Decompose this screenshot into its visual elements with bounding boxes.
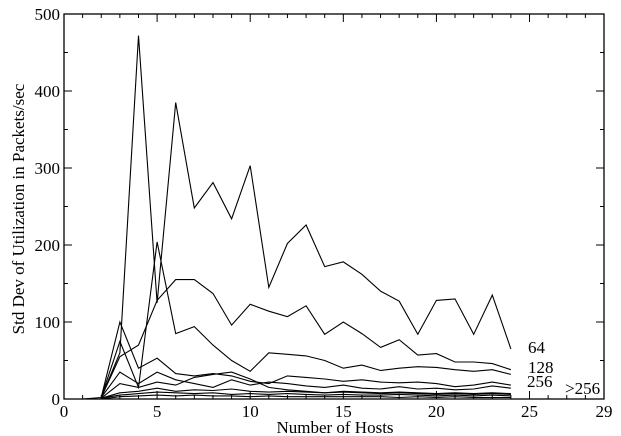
y-tick-label-200: 200 (35, 236, 61, 255)
series-label-256: 256 (527, 372, 553, 391)
axes: 0 5 10 15 20 25 29 0 100 200 300 400 500 (35, 5, 613, 421)
series-layer (82, 35, 512, 400)
plot-frame (63, 13, 605, 400)
y-axis-title: Std Dev of Utilization in Packets/sec (9, 83, 28, 334)
series-line-unlabeled-1 (100, 241, 512, 398)
y-tick-label-400: 400 (35, 82, 61, 101)
x-tick-label-0: 0 (60, 402, 69, 421)
series-line-unlabeled-3 (100, 320, 511, 398)
x-axis-title: Number of Hosts (276, 418, 393, 436)
y-tick-label-100: 100 (35, 313, 61, 332)
series-line-64 (82, 35, 512, 400)
series-line-gt256 (101, 391, 511, 399)
x-tick-label-29: 29 (596, 402, 613, 421)
x-tick-label-15: 15 (335, 402, 352, 421)
y-tick-label-0: 0 (52, 390, 61, 409)
series-line-unlabeled-6 (101, 387, 511, 399)
series-line-128 (100, 279, 512, 398)
series-line-unlabeled-5 (100, 371, 511, 399)
x-tick-label-10: 10 (242, 402, 259, 421)
y-tick-label-300: 300 (35, 159, 61, 178)
series-line-256 (100, 371, 511, 398)
series-annotations: 64 128 256 >256 (527, 338, 600, 398)
x-tick-label-5: 5 (153, 402, 162, 421)
x-tick-label-20: 20 (428, 402, 445, 421)
series-label-64: 64 (528, 338, 546, 357)
y-tick-label-500: 500 (35, 5, 61, 24)
x-tick-label-25: 25 (521, 402, 538, 421)
series-label-128: 128 (528, 358, 554, 377)
series-label-gt256: >256 (565, 379, 600, 398)
